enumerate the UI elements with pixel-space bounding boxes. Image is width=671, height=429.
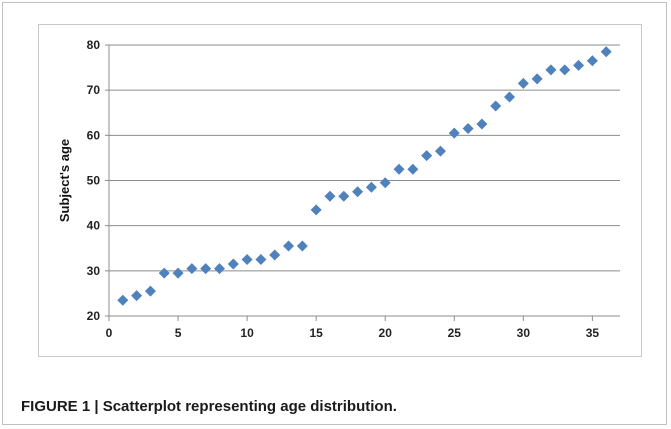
data-point: [365, 181, 377, 193]
data-point: [352, 186, 364, 198]
x-tick-label: 30: [517, 326, 531, 340]
x-tick-label: 5: [175, 326, 182, 340]
data-point: [545, 64, 557, 76]
data-point: [379, 177, 391, 189]
data-point: [310, 204, 322, 216]
data-point: [421, 150, 433, 162]
x-tick-label: 0: [106, 326, 113, 340]
data-point: [200, 263, 212, 275]
data-point: [283, 240, 295, 252]
y-tick-label: 50: [87, 174, 101, 188]
y-tick-label: 80: [87, 38, 101, 52]
y-tick-label: 70: [87, 83, 101, 97]
data-point: [531, 73, 543, 85]
data-point: [517, 77, 529, 89]
x-tick-label: 25: [448, 326, 462, 340]
data-point: [186, 263, 198, 275]
data-point: [434, 145, 446, 157]
data-point: [407, 163, 419, 175]
data-point: [255, 254, 267, 266]
data-point: [241, 254, 253, 266]
data-point: [490, 100, 502, 112]
data-point: [476, 118, 488, 130]
data-point: [117, 294, 129, 306]
chart-area: 20 30 40 50 60 70 80 0 5 10 15 20 25 30 35 Subject's ag…: [38, 24, 642, 357]
x-tick-label: 15: [309, 326, 323, 340]
data-point: [600, 46, 612, 58]
data-point: [393, 163, 405, 175]
x-tick-label: 20: [379, 326, 393, 340]
scatter-plot: 20 30 40 50 60 70 80 0 5 10 15 20 25 30 35 Subject's ag…: [57, 38, 620, 340]
data-point: [227, 258, 239, 270]
data-point: [158, 267, 170, 279]
data-point: [586, 55, 598, 67]
y-tick-label: 60: [87, 128, 101, 142]
data-point: [131, 290, 143, 302]
y-tick-label: 20: [87, 309, 101, 323]
data-point: [462, 123, 474, 135]
y-axis-title: Subject's age: [57, 139, 72, 222]
x-tick-label: 10: [240, 326, 254, 340]
data-point: [448, 127, 460, 139]
data-point: [338, 190, 350, 202]
figure-frame: 20 30 40 50 60 70 80 0 5 10 15 20 25 30 35 Subject's ag…: [2, 2, 667, 425]
x-tick-label: 35: [586, 326, 600, 340]
data-point: [573, 59, 585, 71]
data-point: [269, 249, 281, 261]
y-tick-label: 30: [87, 264, 101, 278]
data-point: [324, 190, 336, 202]
figure-caption: FIGURE 1 | Scatterplot representing age …: [21, 398, 397, 415]
data-point: [172, 267, 184, 279]
data-point: [296, 240, 308, 252]
data-point: [144, 285, 156, 297]
data-point: [504, 91, 516, 103]
data-point: [559, 64, 571, 76]
data-point: [213, 263, 225, 275]
y-tick-label: 40: [87, 219, 101, 233]
